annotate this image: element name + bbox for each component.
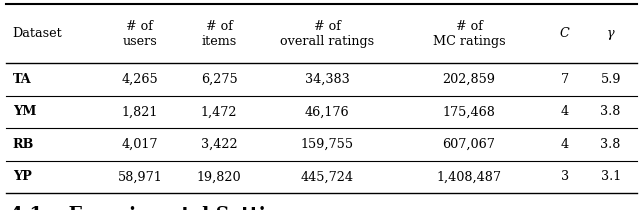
Text: 7: 7 bbox=[561, 73, 569, 86]
Text: 4,265: 4,265 bbox=[122, 73, 158, 86]
Text: # of
items: # of items bbox=[202, 20, 237, 48]
Text: 5.9: 5.9 bbox=[600, 73, 621, 86]
Text: 175,468: 175,468 bbox=[443, 105, 495, 118]
Text: Dataset: Dataset bbox=[13, 27, 63, 40]
Text: 4,017: 4,017 bbox=[122, 138, 158, 151]
Text: RB: RB bbox=[13, 138, 34, 151]
Text: 607,067: 607,067 bbox=[443, 138, 495, 151]
Text: 3.1: 3.1 bbox=[600, 171, 621, 183]
Text: 445,724: 445,724 bbox=[301, 171, 354, 183]
Text: 3.8: 3.8 bbox=[600, 138, 621, 151]
Text: 1,472: 1,472 bbox=[201, 105, 237, 118]
Text: γ: γ bbox=[607, 27, 614, 40]
Text: TA: TA bbox=[13, 73, 31, 86]
Text: 1,821: 1,821 bbox=[122, 105, 158, 118]
Text: 1,408,487: 1,408,487 bbox=[436, 171, 502, 183]
Text: 3.8: 3.8 bbox=[600, 105, 621, 118]
Text: 4.1    Experimental Settings: 4.1 Experimental Settings bbox=[10, 206, 303, 210]
Text: 202,859: 202,859 bbox=[442, 73, 495, 86]
Text: 4: 4 bbox=[561, 105, 569, 118]
Text: YM: YM bbox=[13, 105, 36, 118]
Text: 3: 3 bbox=[561, 171, 569, 183]
Text: 46,176: 46,176 bbox=[305, 105, 349, 118]
Text: 34,383: 34,383 bbox=[305, 73, 349, 86]
Text: C: C bbox=[560, 27, 570, 40]
Text: 3,422: 3,422 bbox=[201, 138, 237, 151]
Text: 4: 4 bbox=[561, 138, 569, 151]
Text: # of
MC ratings: # of MC ratings bbox=[433, 20, 506, 48]
Text: 19,820: 19,820 bbox=[196, 171, 241, 183]
Text: 58,971: 58,971 bbox=[118, 171, 163, 183]
Text: # of
overall ratings: # of overall ratings bbox=[280, 20, 374, 48]
Text: 159,755: 159,755 bbox=[301, 138, 354, 151]
Text: 6,275: 6,275 bbox=[201, 73, 237, 86]
Text: YP: YP bbox=[13, 171, 31, 183]
Text: # of
users: # of users bbox=[122, 20, 157, 48]
